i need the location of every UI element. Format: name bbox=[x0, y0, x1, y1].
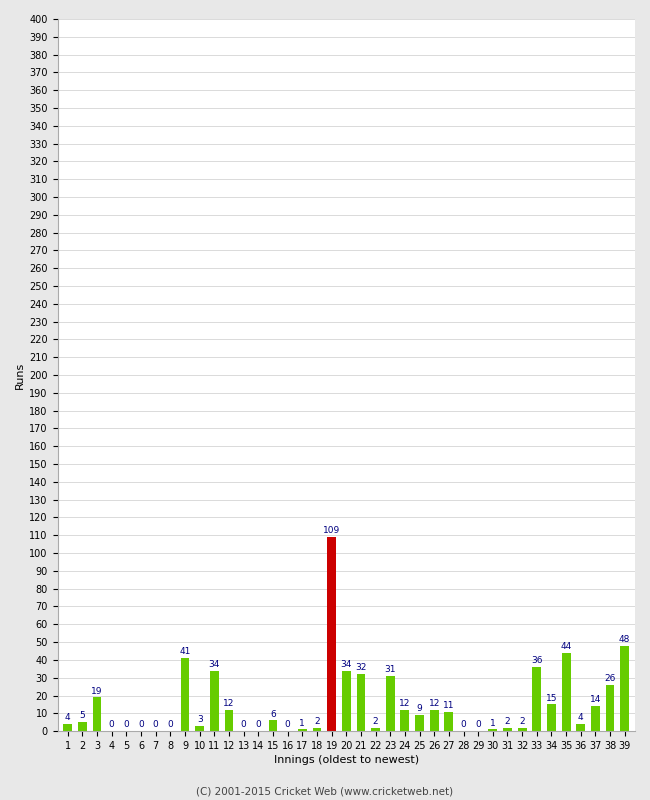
Text: 4: 4 bbox=[65, 714, 71, 722]
Text: 1: 1 bbox=[300, 718, 305, 727]
Bar bbox=[591, 706, 600, 731]
Bar bbox=[356, 674, 365, 731]
Text: 15: 15 bbox=[546, 694, 557, 702]
Text: 44: 44 bbox=[560, 642, 572, 651]
Bar bbox=[518, 727, 527, 731]
Bar bbox=[488, 730, 497, 731]
Text: 109: 109 bbox=[323, 526, 340, 535]
Text: 9: 9 bbox=[417, 704, 423, 714]
Text: 14: 14 bbox=[590, 695, 601, 705]
Text: 31: 31 bbox=[385, 665, 396, 674]
Text: 1: 1 bbox=[490, 718, 496, 727]
Bar bbox=[400, 710, 410, 731]
Bar bbox=[606, 685, 614, 731]
Text: 4: 4 bbox=[578, 714, 584, 722]
Text: 2: 2 bbox=[504, 717, 510, 726]
Text: 0: 0 bbox=[285, 720, 291, 730]
Bar bbox=[181, 658, 189, 731]
Text: 0: 0 bbox=[109, 720, 114, 730]
Bar bbox=[342, 670, 350, 731]
X-axis label: Innings (oldest to newest): Innings (oldest to newest) bbox=[274, 755, 419, 765]
Text: 19: 19 bbox=[92, 686, 103, 695]
Text: 26: 26 bbox=[604, 674, 616, 683]
Text: 34: 34 bbox=[209, 660, 220, 669]
Text: 5: 5 bbox=[79, 711, 85, 721]
Text: 12: 12 bbox=[428, 699, 440, 708]
Bar bbox=[313, 727, 321, 731]
Bar bbox=[78, 722, 87, 731]
Text: 0: 0 bbox=[124, 720, 129, 730]
Bar bbox=[210, 670, 219, 731]
Bar bbox=[386, 676, 395, 731]
Bar bbox=[327, 537, 336, 731]
Text: 2: 2 bbox=[372, 717, 378, 726]
Text: 0: 0 bbox=[475, 720, 481, 730]
Text: 3: 3 bbox=[197, 715, 203, 724]
Text: 34: 34 bbox=[341, 660, 352, 669]
Text: 0: 0 bbox=[138, 720, 144, 730]
Bar bbox=[445, 711, 453, 731]
Text: 48: 48 bbox=[619, 635, 630, 644]
Text: 0: 0 bbox=[461, 720, 467, 730]
Text: 0: 0 bbox=[255, 720, 261, 730]
Bar bbox=[415, 715, 424, 731]
Bar bbox=[64, 724, 72, 731]
Bar bbox=[268, 721, 278, 731]
Text: 2: 2 bbox=[314, 717, 320, 726]
Bar bbox=[532, 667, 541, 731]
Bar bbox=[195, 726, 204, 731]
Text: 6: 6 bbox=[270, 710, 276, 718]
Bar bbox=[371, 727, 380, 731]
Bar bbox=[93, 698, 101, 731]
Bar bbox=[430, 710, 439, 731]
Y-axis label: Runs: Runs bbox=[15, 362, 25, 389]
Text: 2: 2 bbox=[519, 717, 525, 726]
Bar bbox=[298, 730, 307, 731]
Text: 0: 0 bbox=[168, 720, 174, 730]
Text: 0: 0 bbox=[153, 720, 159, 730]
Text: 41: 41 bbox=[179, 647, 190, 656]
Text: 12: 12 bbox=[399, 699, 411, 708]
Text: 32: 32 bbox=[356, 663, 367, 672]
Bar bbox=[225, 710, 233, 731]
Bar bbox=[562, 653, 571, 731]
Text: 36: 36 bbox=[531, 656, 543, 666]
Text: 11: 11 bbox=[443, 701, 454, 710]
Text: 12: 12 bbox=[224, 699, 235, 708]
Text: (C) 2001-2015 Cricket Web (www.cricketweb.net): (C) 2001-2015 Cricket Web (www.cricketwe… bbox=[196, 786, 454, 796]
Bar bbox=[620, 646, 629, 731]
Bar bbox=[547, 705, 556, 731]
Text: 0: 0 bbox=[240, 720, 246, 730]
Bar bbox=[503, 727, 512, 731]
Bar bbox=[577, 724, 585, 731]
